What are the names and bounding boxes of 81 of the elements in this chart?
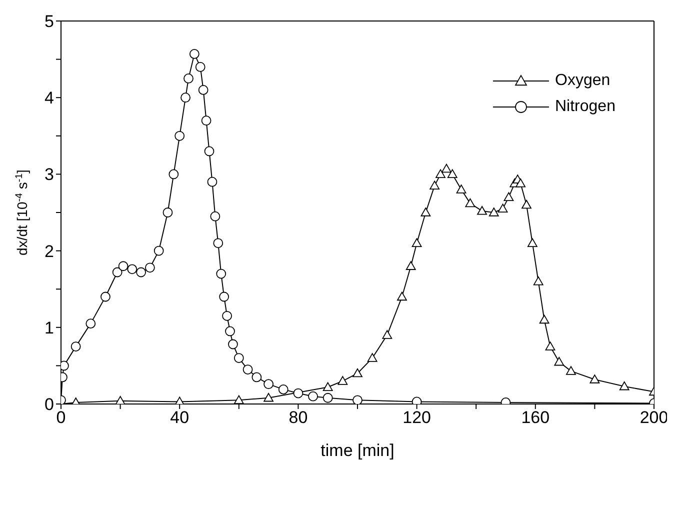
y-tick-label: 2 [44, 242, 54, 261]
point [189, 48, 200, 59]
point [136, 267, 146, 278]
point [228, 339, 238, 350]
point [112, 267, 122, 278]
point [516, 178, 526, 188]
point [100, 292, 110, 302]
point [278, 384, 288, 394]
x-axis-title: time [min] [320, 441, 394, 460]
point [127, 264, 138, 274]
point [86, 318, 96, 329]
point [162, 208, 173, 218]
point [545, 342, 556, 350]
point [498, 204, 508, 212]
point [201, 116, 212, 126]
point [590, 374, 600, 384]
point [397, 292, 407, 301]
point [488, 208, 499, 216]
point [264, 379, 274, 390]
point [430, 180, 440, 190]
point [338, 376, 348, 385]
y-tick-label: 1 [44, 318, 54, 338]
point [222, 310, 232, 321]
point [145, 262, 155, 273]
point [477, 206, 487, 215]
point [554, 356, 564, 366]
x-tick-label: 40 [170, 408, 190, 428]
point [382, 330, 392, 339]
point [293, 388, 304, 398]
point [539, 314, 550, 324]
point [234, 395, 244, 404]
x-tick-label: 160 [521, 408, 550, 428]
point [154, 246, 164, 256]
point [352, 395, 362, 404]
point [207, 176, 218, 187]
point [412, 238, 422, 247]
point [242, 364, 253, 374]
point [619, 381, 630, 390]
point [436, 169, 446, 178]
point [527, 238, 538, 247]
y-tick-label: 4 [44, 88, 54, 108]
point [168, 169, 179, 180]
point [219, 292, 230, 302]
point [213, 238, 224, 248]
point [184, 74, 194, 84]
point [406, 261, 416, 270]
point [442, 164, 452, 173]
legend-label: Oxygen [555, 72, 610, 90]
point [234, 353, 244, 363]
point [322, 392, 333, 403]
point [174, 130, 185, 141]
point [420, 208, 431, 216]
y-tick-label: 0 [44, 395, 54, 414]
point [447, 169, 458, 178]
point [210, 211, 220, 222]
point [566, 366, 576, 375]
point [70, 342, 81, 352]
point [522, 200, 532, 209]
point [465, 198, 476, 208]
y-tick-label: 3 [44, 165, 54, 184]
point [195, 62, 206, 72]
x-tick-label: 80 [288, 408, 308, 428]
point [322, 382, 333, 391]
point [225, 326, 235, 336]
point [252, 372, 262, 382]
point [352, 368, 362, 378]
point [504, 192, 514, 202]
point [204, 146, 214, 156]
y-tick-label: 5 [44, 12, 54, 32]
point [198, 84, 208, 95]
legend-label: Nitrogen [555, 98, 616, 116]
point [180, 92, 190, 103]
point [456, 184, 466, 194]
point [118, 261, 128, 272]
point [308, 391, 318, 402]
point [367, 353, 378, 362]
point [533, 276, 544, 286]
x-tick-label: 120 [402, 408, 431, 428]
point [115, 396, 126, 404]
point [264, 392, 274, 402]
point [216, 268, 226, 279]
